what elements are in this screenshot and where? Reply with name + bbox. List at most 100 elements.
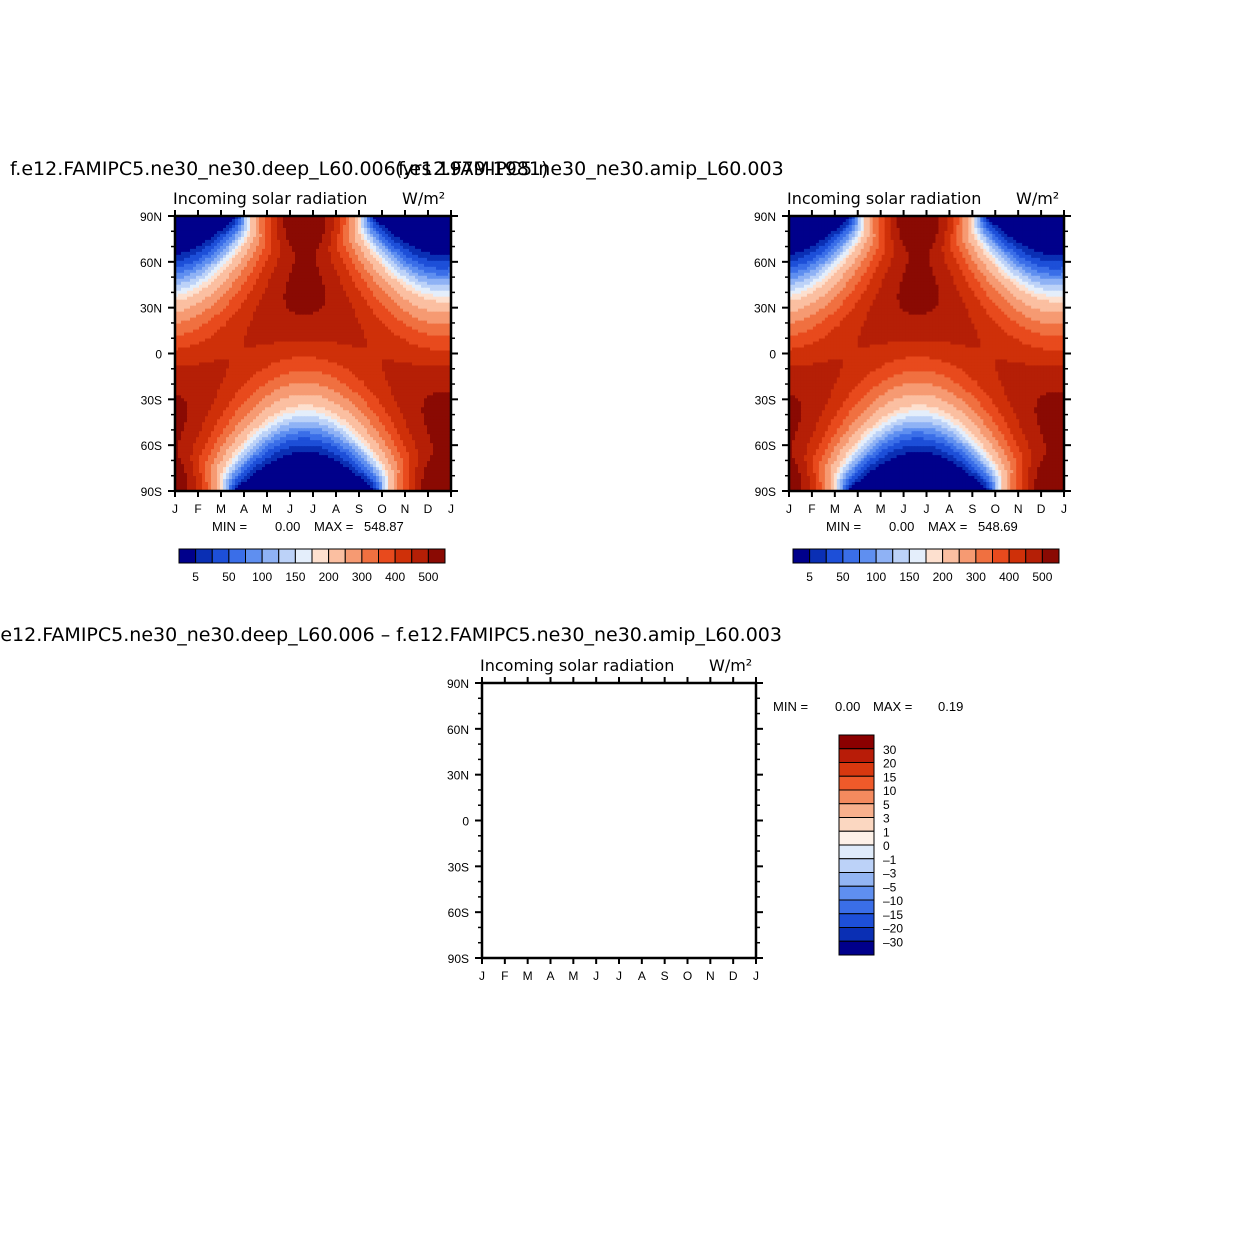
field-cell [409,371,413,376]
field-cell [430,353,434,358]
field-cell [382,362,386,367]
field-cell [418,374,422,379]
field-cell [283,257,287,262]
field-cell [208,314,212,319]
field-cell [199,308,203,313]
field-cell [175,254,179,259]
field-cell [349,308,353,313]
field-cell [433,320,437,325]
field-cell [220,248,224,253]
field-cell [427,218,431,223]
field-cell [394,236,398,241]
field-cell [223,323,227,328]
field-cell [187,353,191,358]
field-cell [376,251,380,256]
field-cell [385,320,389,325]
field-cell [271,266,275,271]
field-cell [298,299,302,304]
field-cell [376,317,380,322]
field-cell [247,278,251,283]
field-cell [370,329,374,334]
field-cell [397,305,401,310]
field-cell [310,216,314,220]
field-cell [295,227,299,232]
field-cell [298,248,302,253]
field-cell [289,347,293,352]
field-cell [301,323,305,328]
field-cell [286,260,290,265]
field-cell [241,216,245,220]
field-cell [271,227,275,232]
field-cell [409,254,413,259]
field-cell [253,290,257,295]
field-cell [370,257,374,262]
field-cell [184,296,188,301]
field-cell [310,323,314,328]
field-cell [253,257,257,262]
field-cell [268,254,272,259]
field-cell [229,269,233,274]
field-cell [223,329,227,334]
field-cell [292,371,296,376]
field-cell [379,347,383,352]
field-cell [370,350,374,355]
field-cell [328,221,332,226]
field-cell [307,287,311,292]
field-cell [208,299,212,304]
field-cell [376,356,380,361]
field-cell [430,317,434,322]
field-cell [319,281,323,286]
field-cell [337,245,341,250]
field-cell [403,374,407,379]
field-cell [241,242,245,247]
field-cell [394,296,398,301]
field-cell [280,245,284,250]
field-cell [178,329,182,334]
field-cell [262,320,266,325]
field-cell [406,281,410,286]
field-cell [274,254,278,259]
field-cell [310,350,314,355]
field-cell [313,230,317,235]
field-cell [247,296,251,301]
field-cell [400,251,404,256]
field-cell [400,347,404,352]
field-cell [181,266,185,271]
field-cell [316,374,320,379]
field-cell [304,239,308,244]
field-cell [274,314,278,319]
field-cell [301,281,305,286]
field-cell [418,251,422,256]
field-cell [379,221,383,226]
field-cell [187,230,191,235]
field-cell [199,257,203,262]
field-cell [307,362,311,367]
field-cell [262,353,266,358]
field-cell [235,263,239,268]
field-cell [184,218,188,223]
field-cell [232,284,236,289]
field-cell [343,269,347,274]
field-cell [214,245,218,250]
field-cell [370,254,374,259]
field-cell [292,251,296,256]
field-cell [289,251,293,256]
field-cell [442,362,446,367]
field-cell [439,257,443,262]
field-cell [220,269,224,274]
field-cell [250,338,254,343]
field-cell [214,251,218,256]
field-cell [328,359,332,364]
field-cell [184,269,188,274]
field-cell [175,353,179,358]
field-cell [223,296,227,301]
field-cell [316,242,320,247]
field-cell [187,335,191,340]
field-cell [367,308,371,313]
field-cell [334,281,338,286]
field-cell [391,326,395,331]
field-cell [196,308,200,313]
field-cell [415,350,419,355]
field-cell [382,248,386,253]
field-cell [376,245,380,250]
